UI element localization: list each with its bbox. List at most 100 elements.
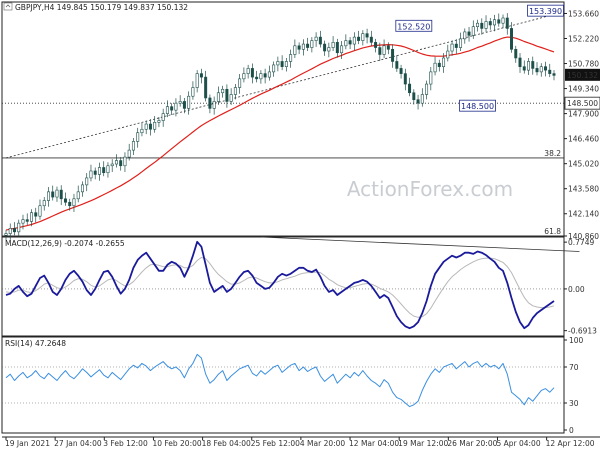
candle-down bbox=[170, 106, 174, 111]
candle-up bbox=[165, 106, 169, 114]
candle-down bbox=[25, 219, 29, 222]
rsi-y-tick-label: 100 bbox=[569, 336, 584, 345]
x-tick-label: 26 Mar 20:00 bbox=[447, 439, 497, 448]
level-price-tag-label: 148.500 bbox=[567, 99, 598, 108]
candle-down bbox=[467, 31, 471, 36]
candle-up bbox=[161, 113, 165, 121]
macd-y-tick-label: -0.6913 bbox=[568, 327, 597, 336]
x-tick-label: 25 Feb 12:00 bbox=[251, 439, 300, 448]
candle-up bbox=[284, 61, 288, 67]
candle-up bbox=[476, 22, 480, 27]
candle-down bbox=[488, 21, 492, 26]
last-price-tag bbox=[565, 68, 600, 81]
candle-up bbox=[267, 71, 271, 78]
candle-down bbox=[204, 76, 208, 99]
candle-up bbox=[246, 68, 250, 74]
x-tick-label: 19 Jan 2021 bbox=[5, 439, 50, 448]
candle-up bbox=[89, 170, 93, 179]
candle-up bbox=[420, 94, 424, 104]
candle-up bbox=[259, 73, 263, 80]
candle-up bbox=[233, 87, 237, 95]
candle-down bbox=[250, 68, 254, 78]
price-header: GBPJPY,H4 149.845 150.179 149.837 150.13… bbox=[15, 3, 188, 12]
price-annotation-box bbox=[395, 19, 433, 32]
candle-up bbox=[501, 17, 505, 24]
candle-down bbox=[34, 212, 38, 217]
candle-up bbox=[327, 47, 331, 52]
candle-down bbox=[480, 22, 484, 29]
candle-down bbox=[408, 83, 412, 94]
price-annotation: 152.520 bbox=[397, 22, 430, 31]
candle-up bbox=[276, 61, 280, 66]
candle-down bbox=[13, 228, 16, 233]
candle-down bbox=[514, 48, 518, 59]
candle-up bbox=[272, 64, 276, 73]
candle-down bbox=[544, 66, 547, 71]
candle-down bbox=[374, 42, 378, 48]
candle-up bbox=[76, 191, 80, 200]
macd-line bbox=[5, 240, 555, 330]
candle-up bbox=[301, 43, 305, 50]
candle-up bbox=[471, 26, 475, 36]
price-y-tick-label: 152.220 bbox=[568, 35, 599, 44]
candle-up bbox=[29, 212, 33, 222]
chevron-up-icon bbox=[5, 4, 11, 8]
candle-up bbox=[527, 61, 531, 71]
candle-down bbox=[263, 73, 267, 78]
candle-up bbox=[442, 57, 446, 67]
panel-frame-1 bbox=[1, 236, 565, 337]
candle-up bbox=[195, 73, 199, 88]
candle-down bbox=[395, 61, 399, 69]
rsi-y-tick-label: 0 bbox=[569, 426, 574, 435]
price-y-tick-label: 145.020 bbox=[568, 160, 599, 169]
candle-up bbox=[229, 94, 233, 102]
rsi-y-tick-label: 30 bbox=[569, 399, 579, 408]
candle-up bbox=[144, 123, 148, 130]
candle-up bbox=[310, 40, 314, 48]
candle-up bbox=[450, 43, 454, 52]
candle-down bbox=[510, 28, 514, 50]
candle-up bbox=[55, 189, 59, 198]
candle-up bbox=[178, 101, 182, 104]
candle-down bbox=[399, 68, 403, 74]
price-annotation-box bbox=[527, 4, 564, 17]
candle-down bbox=[548, 69, 552, 74]
candle-up bbox=[42, 200, 46, 207]
candle-up bbox=[46, 191, 50, 201]
candle-up bbox=[382, 45, 386, 55]
rsi-y-tick-label: 70 bbox=[569, 363, 579, 372]
candle-down bbox=[531, 61, 535, 69]
x-tick-label: 10 Feb 20:00 bbox=[152, 439, 201, 448]
candle-down bbox=[208, 97, 212, 109]
x-tick-label: 18 Feb 04:00 bbox=[202, 439, 251, 448]
candle-up bbox=[72, 198, 76, 207]
candle-up bbox=[425, 83, 429, 95]
candle-up bbox=[97, 167, 101, 175]
candle-down bbox=[93, 170, 97, 175]
x-tick-label: 3 Feb 12:00 bbox=[103, 439, 148, 448]
candle-down bbox=[552, 73, 556, 76]
candle-down bbox=[255, 76, 259, 80]
fib-level-label: 61.8 bbox=[544, 227, 561, 236]
candle-up bbox=[85, 177, 89, 186]
candle-down bbox=[59, 189, 63, 200]
macd-trendline bbox=[260, 236, 580, 252]
macd-header: MACD(12,26,9) -0.2074 -0.2655 bbox=[5, 239, 125, 248]
candle-down bbox=[357, 36, 361, 41]
candle-up bbox=[340, 45, 344, 54]
candle-down bbox=[391, 48, 395, 62]
candle-up bbox=[221, 88, 225, 94]
candle-up bbox=[191, 87, 195, 97]
candle-down bbox=[182, 101, 186, 109]
macd-signal-line bbox=[5, 257, 555, 318]
candle-down bbox=[51, 191, 55, 198]
moving-average-line bbox=[5, 36, 555, 231]
candle-down bbox=[280, 61, 284, 67]
price-annotation: 153.390 bbox=[529, 7, 562, 16]
x-tick-label: 27 Jan 04:00 bbox=[54, 439, 102, 448]
last-price-tag-label: 150.132 bbox=[567, 71, 598, 80]
candle-up bbox=[433, 62, 437, 73]
price-y-tick-label: 140.860 bbox=[568, 232, 599, 241]
candle-up bbox=[174, 102, 178, 111]
